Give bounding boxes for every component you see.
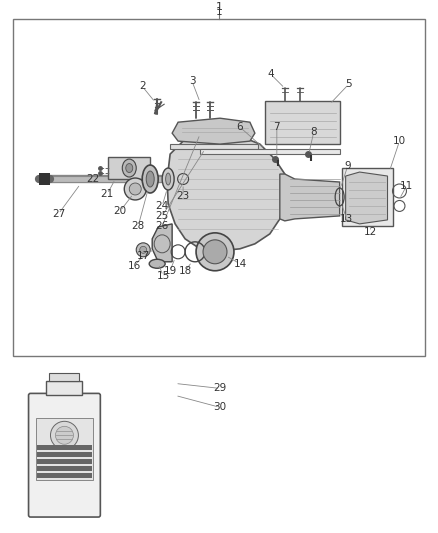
Bar — [46, 382, 82, 395]
Text: 25: 25 — [155, 211, 169, 221]
Polygon shape — [346, 172, 388, 224]
Polygon shape — [200, 149, 339, 154]
FancyBboxPatch shape — [28, 393, 100, 517]
Polygon shape — [167, 134, 285, 251]
Text: 26: 26 — [155, 221, 169, 231]
Circle shape — [136, 243, 150, 257]
Text: 5: 5 — [345, 79, 352, 90]
Text: 15: 15 — [156, 271, 170, 281]
Text: 12: 12 — [364, 227, 377, 237]
Bar — [36, 473, 92, 478]
Text: 16: 16 — [127, 261, 141, 271]
Polygon shape — [170, 144, 258, 149]
Text: 21: 21 — [101, 189, 114, 199]
Ellipse shape — [129, 183, 141, 195]
Ellipse shape — [122, 159, 136, 177]
Ellipse shape — [149, 259, 165, 268]
Text: 6: 6 — [237, 122, 243, 132]
Bar — [265, 101, 339, 144]
Text: 3: 3 — [189, 76, 195, 86]
Bar — [108, 157, 150, 179]
Text: 23: 23 — [177, 191, 190, 201]
Text: 27: 27 — [52, 209, 65, 219]
Text: 1: 1 — [215, 7, 223, 18]
Ellipse shape — [166, 173, 171, 185]
Bar — [342, 168, 393, 226]
Bar — [13, 20, 425, 356]
Text: 13: 13 — [340, 214, 353, 224]
Text: 28: 28 — [131, 221, 145, 231]
Text: 17: 17 — [137, 251, 150, 261]
Text: 19: 19 — [163, 266, 177, 276]
Text: 24: 24 — [155, 201, 169, 211]
Text: 14: 14 — [233, 259, 247, 269]
Circle shape — [140, 246, 147, 253]
Bar — [35, 418, 93, 480]
Text: 22: 22 — [87, 174, 100, 184]
Ellipse shape — [142, 165, 158, 193]
Ellipse shape — [126, 164, 133, 173]
Text: 7: 7 — [273, 122, 280, 132]
Ellipse shape — [146, 171, 154, 187]
Text: 29: 29 — [213, 383, 226, 393]
Text: 4: 4 — [268, 69, 274, 79]
Bar — [36, 459, 92, 464]
Text: 20: 20 — [114, 206, 127, 216]
Polygon shape — [152, 224, 172, 262]
Text: 18: 18 — [178, 266, 192, 276]
Text: 11: 11 — [400, 181, 413, 191]
Bar — [36, 452, 92, 457]
Polygon shape — [172, 118, 255, 144]
Text: 2: 2 — [139, 82, 145, 91]
Text: 1: 1 — [215, 3, 223, 12]
Text: 8: 8 — [311, 127, 317, 137]
Bar — [39, 173, 50, 185]
Bar — [36, 466, 92, 471]
Ellipse shape — [162, 168, 174, 190]
Text: 9: 9 — [344, 161, 351, 171]
Ellipse shape — [196, 233, 234, 271]
Polygon shape — [280, 174, 339, 221]
Ellipse shape — [124, 178, 146, 200]
Ellipse shape — [203, 240, 227, 264]
Text: 30: 30 — [213, 402, 226, 413]
Circle shape — [50, 421, 78, 449]
Text: 10: 10 — [393, 136, 406, 146]
Circle shape — [56, 426, 74, 444]
Bar — [36, 445, 92, 450]
Bar — [49, 374, 79, 382]
